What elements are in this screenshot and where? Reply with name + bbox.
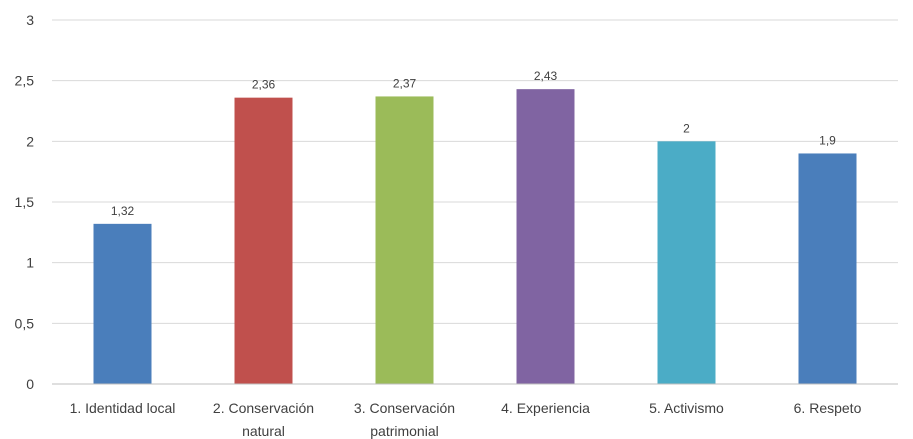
y-tick-label: 1,5 <box>15 194 35 210</box>
y-tick-label: 0,5 <box>15 315 35 331</box>
x-category-label: 4. Experiencia <box>501 400 590 416</box>
y-tick-label: 0 <box>26 376 34 392</box>
data-label: 2 <box>683 121 690 135</box>
x-axis-category-labels: 1. Identidad local 2. Conservación natural… <box>70 400 862 439</box>
bar <box>375 96 434 384</box>
y-tick-label: 2,5 <box>15 73 35 89</box>
bar <box>93 223 152 384</box>
x-category-label: 5. Activismo <box>649 400 724 416</box>
data-label: 2,36 <box>252 78 276 92</box>
data-label: 2,37 <box>393 76 417 90</box>
x-category-label: 1. Identidad local <box>70 400 176 416</box>
data-label: 2,43 <box>534 69 558 83</box>
data-label: 1,32 <box>111 204 135 218</box>
bar <box>657 141 716 384</box>
y-axis-tick-labels: 0 0,5 1 1,5 2 2,5 3 <box>15 12 35 392</box>
data-label: 1,9 <box>819 133 836 147</box>
bar <box>516 89 575 384</box>
x-category-label: natural <box>242 423 285 439</box>
y-tick-label: 2 <box>26 133 34 149</box>
y-tick-label: 1 <box>26 255 34 271</box>
bar <box>234 97 293 385</box>
bars <box>93 89 857 385</box>
x-category-label: 3. Conservación <box>354 400 455 416</box>
x-category-label: 2. Conservación <box>213 400 314 416</box>
gridlines <box>52 19 898 324</box>
data-labels: 1,32 2,36 2,37 2,43 2 1,9 <box>111 69 836 218</box>
x-category-label: 6. Respeto <box>794 400 862 416</box>
x-category-label: patrimonial <box>370 423 438 439</box>
bar <box>798 153 857 384</box>
y-tick-label: 3 <box>26 12 34 28</box>
